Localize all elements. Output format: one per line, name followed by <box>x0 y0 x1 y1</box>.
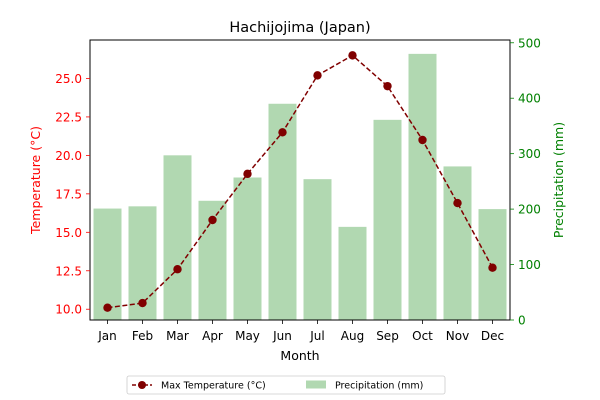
x-tick-label-may: May <box>235 329 260 343</box>
bar-nov <box>443 166 472 320</box>
right-tick-label-3: 300 <box>518 147 541 161</box>
x-axis-label: Month <box>280 348 319 363</box>
left-tick-label-0: 10.0 <box>55 303 82 317</box>
right-tick-label-5: 500 <box>518 36 541 50</box>
chart-title: Hachijojima (Japan) <box>229 20 370 36</box>
x-tick-label-jan: Jan <box>97 329 117 343</box>
x-tick-label-dec: Dec <box>481 329 504 343</box>
point-nov <box>453 198 462 208</box>
legend-label-precipitation: Precipitation (mm) <box>335 381 423 392</box>
legend-frame <box>126 375 446 395</box>
precipitation-bars <box>93 53 507 320</box>
x-tick-label-aug: Aug <box>341 329 364 343</box>
plot-frame <box>89 39 511 321</box>
point-dec <box>488 263 497 272</box>
left-tick-label-2: 15.0 <box>55 226 82 240</box>
point-oct <box>418 135 427 145</box>
x-tick-label-mar: Mar <box>166 329 189 343</box>
point-apr <box>208 215 217 225</box>
left-tick-label-1: 12.5 <box>55 264 82 278</box>
x-tick-label-sep: Sep <box>376 329 399 343</box>
bar-jan <box>93 208 122 320</box>
point-jun <box>278 128 287 137</box>
bar-jun <box>268 103 297 320</box>
bar-may <box>233 177 262 320</box>
x-tick-label-nov: Nov <box>446 329 469 343</box>
left-tick-label-4: 20.0 <box>55 149 82 163</box>
point-may <box>243 169 252 179</box>
right-tick-label-1: 100 <box>518 258 541 272</box>
bar-sep <box>373 119 402 320</box>
right-tick-label-4: 400 <box>518 92 541 106</box>
temperature-line <box>103 51 497 312</box>
x-tick-label-apr: Apr <box>202 329 223 343</box>
point-feb <box>138 298 147 308</box>
point-jul <box>313 71 322 80</box>
x-tick-label-feb: Feb <box>132 329 153 343</box>
bar-aug <box>338 226 367 320</box>
left-tick-label-3: 17.5 <box>55 187 82 201</box>
x-tick-label-jun: Jun <box>272 329 292 343</box>
point-jan <box>103 303 112 312</box>
temperature-polyline <box>107 54 494 309</box>
point-sep <box>383 81 392 91</box>
left-tick-label-6: 25.0 <box>55 72 82 86</box>
legend-bar-swatch <box>306 380 326 389</box>
left-axis-label: Temperature (°C) <box>28 126 43 235</box>
bar-mar <box>163 155 192 320</box>
right-tick-label-0: 0 <box>518 314 526 328</box>
legend-label-temperature: Max Temperature (°C) <box>161 381 266 392</box>
x-tick-label-oct: Oct <box>412 329 433 343</box>
point-aug <box>348 51 357 60</box>
right-axis-label: Precipitation (mm) <box>551 122 566 238</box>
left-tick-label-5: 22.5 <box>55 110 82 124</box>
legend-marker-swatch <box>138 381 146 389</box>
bar-oct <box>408 53 437 320</box>
axes: Jan Feb Mar Apr May Jun Jul Aug Sep Oct Nov Dec 10.0… <box>55 36 541 343</box>
point-mar <box>173 265 182 274</box>
right-tick-label-2: 200 <box>518 203 541 217</box>
legend: Max Temperature (°C) Precipitation (mm) <box>126 375 446 395</box>
x-tick-label-jul: Jul <box>309 329 324 343</box>
bar-jul <box>303 179 332 320</box>
